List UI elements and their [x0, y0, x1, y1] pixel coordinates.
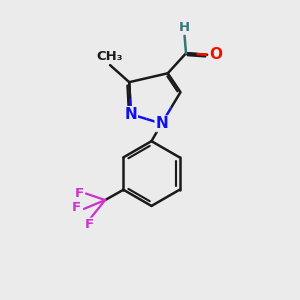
Text: F: F [84, 218, 94, 231]
Text: F: F [75, 187, 84, 200]
Text: H: H [179, 21, 190, 34]
Text: N: N [124, 107, 137, 122]
Text: F: F [72, 201, 81, 214]
Text: O: O [210, 47, 223, 62]
Text: CH₃: CH₃ [97, 50, 123, 63]
Text: N: N [155, 116, 168, 131]
